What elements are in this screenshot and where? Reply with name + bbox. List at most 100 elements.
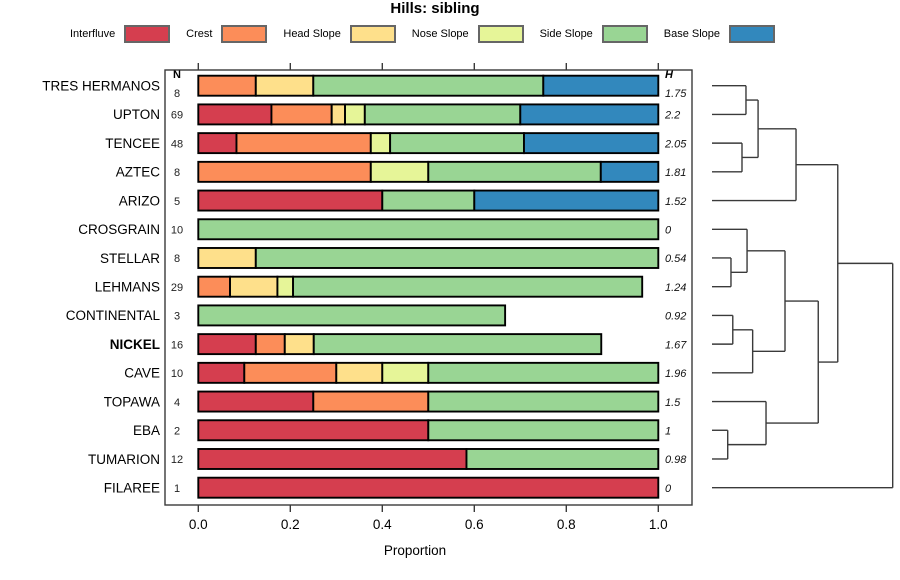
bar-segment-side	[254, 247, 660, 269]
legend-swatch	[601, 25, 648, 43]
legend: Interfluve Crest Head Slope Nose Slope Side …	[70, 25, 775, 43]
row-n-value: 2	[174, 425, 180, 437]
row-h-value: 0	[665, 224, 672, 236]
row-label: TENCEE	[105, 136, 160, 151]
row-n-value: 16	[171, 339, 183, 351]
row-n-value: 5	[174, 196, 180, 208]
row-n-value: 12	[171, 454, 183, 466]
bar-segment-crest	[270, 103, 333, 126]
row-label: LEHMANS	[95, 279, 160, 294]
bar-segment-nose	[369, 160, 430, 183]
row-n-value: 3	[174, 311, 180, 323]
bar-segment-base	[473, 189, 660, 212]
bar-segment-nose	[344, 103, 366, 126]
legend-label: Interfluve	[70, 28, 116, 40]
legend-label: Base Slope	[663, 28, 720, 40]
row-label: ARIZO	[119, 193, 160, 208]
legend-label: Nose Slope	[411, 28, 469, 40]
row-label: FILAREE	[104, 480, 160, 495]
legend-label: Crest	[186, 28, 213, 40]
row-n-value: 8	[174, 253, 180, 265]
axis-tick-label: 0.8	[557, 517, 576, 532]
bar-segment-side	[427, 160, 602, 183]
bar-segment-interfluve	[197, 419, 430, 442]
row-h-value: 1.67	[665, 339, 687, 351]
row-h-value: 1	[665, 425, 671, 437]
bar-segment-crest	[197, 160, 372, 183]
row-n-value: 29	[171, 282, 183, 294]
bar-segment-base	[519, 103, 660, 126]
row-n-value: 8	[174, 167, 180, 179]
axis-tick-label: 0.0	[189, 517, 208, 532]
legend-swatch	[124, 25, 171, 43]
legend-swatch	[349, 25, 396, 43]
row-n-value: 10	[171, 368, 183, 380]
row-label: TUMARION	[88, 452, 160, 467]
bar-segment-side	[381, 189, 476, 212]
bar-segment-crest	[197, 74, 257, 97]
bar-segment-crest	[254, 333, 286, 356]
row-label: CAVE	[124, 366, 160, 381]
legend-item-crest: Crest	[186, 25, 268, 43]
axis-tick-label: 0.6	[465, 517, 484, 532]
row-n-value: 8	[174, 88, 180, 100]
legend-swatch	[729, 25, 775, 43]
row-n-value: 10	[171, 224, 183, 236]
row-label: EBA	[133, 423, 160, 438]
row-label: NICKEL	[110, 337, 160, 352]
row-h-value: 1.52	[665, 196, 686, 208]
row-label: TRES HERMANOS	[42, 79, 160, 94]
bar-segment-side	[312, 74, 545, 97]
row-h-value: 2.2	[664, 110, 680, 122]
row-h-value: 0.54	[665, 253, 686, 265]
row-label: STELLAR	[100, 251, 160, 266]
row-h-value: 0	[665, 483, 672, 495]
bar-segment-base	[599, 160, 660, 183]
row-h-value: 1.96	[665, 368, 687, 380]
row-h-value: 2.05	[664, 138, 687, 150]
bar-segment-head	[335, 361, 384, 384]
bar-segment-side	[389, 132, 525, 155]
row-n-value: 69	[171, 110, 183, 122]
bar-segment-crest	[243, 361, 338, 384]
bar-segment-interfluve	[197, 103, 273, 126]
legend-item-head: Head Slope	[283, 25, 396, 43]
bar-segment-interfluve	[197, 448, 468, 470]
bar-segment-side	[427, 390, 660, 413]
chart-title: Hills: sibling	[390, 0, 480, 17]
row-h-value: 0.92	[665, 311, 686, 323]
bar-segment-interfluve	[197, 189, 384, 212]
bar-segment-head	[254, 74, 315, 97]
row-label: CONTINENTAL	[66, 308, 161, 323]
legend-item-side: Side Slope	[540, 25, 648, 43]
h-column-header: H	[665, 69, 673, 81]
bar-segment-crest	[197, 275, 231, 298]
bar-segment-side	[197, 218, 660, 241]
bar-segment-head	[197, 247, 257, 269]
bar-segment-interfluve	[197, 476, 660, 499]
legend-label: Side Slope	[539, 28, 593, 40]
bar-segment-side	[363, 103, 522, 126]
bar-segment-base	[542, 74, 660, 97]
bar-segment-nose	[369, 132, 392, 155]
bar-segment-head	[283, 333, 315, 356]
bar-segment-base	[523, 132, 660, 155]
row-label: AZTEC	[116, 165, 161, 180]
row-label: TOPAWA	[104, 394, 160, 409]
legend-swatch	[477, 25, 524, 43]
bar-segment-crest	[235, 132, 372, 155]
bar-segment-interfluve	[197, 390, 315, 413]
axis-tick-label: 1.0	[649, 517, 668, 532]
bar-segment-side	[197, 304, 507, 327]
row-n-value: 1	[174, 483, 180, 495]
bar-segment-side	[427, 361, 660, 384]
bar-segment-interfluve	[197, 132, 238, 155]
bar-segment-head	[330, 103, 346, 126]
bar-segment-nose	[381, 361, 430, 384]
row-h-value: 1.5	[665, 397, 681, 409]
x-axis-label: Proportion	[383, 543, 447, 558]
legend-label: Head Slope	[283, 28, 341, 40]
bar-segment-nose	[276, 275, 295, 298]
